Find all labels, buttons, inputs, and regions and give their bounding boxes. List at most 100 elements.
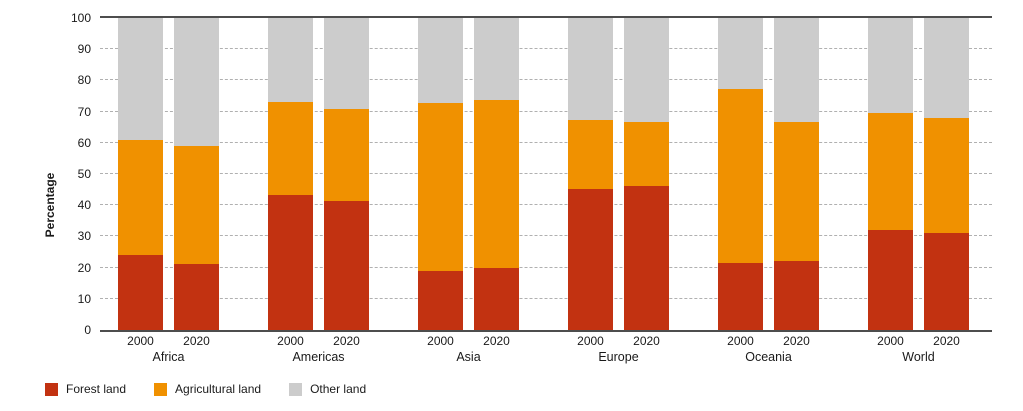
x-year-row: 2000 2020 <box>718 334 819 348</box>
x-axis-labels: 2000 2020 Africa 2000 2020 Americas 2000 2020 As… <box>100 334 992 372</box>
x-year-label: 2000 <box>277 334 304 348</box>
segment-forest-land <box>418 271 463 330</box>
segment-forest-land <box>324 201 369 330</box>
x-region-label: Americas <box>292 350 345 364</box>
x-region-label: Europe <box>598 350 639 364</box>
x-group-labels-americas: 2000 2020 Americas <box>268 334 369 364</box>
x-year-row: 2000 2020 <box>568 334 669 348</box>
segment-agricultural-land <box>418 102 463 272</box>
segment-agricultural-land <box>868 113 913 231</box>
x-group-labels-world: 2000 2020 World <box>868 334 969 364</box>
legend-label: Other land <box>310 382 367 396</box>
segment-forest-land <box>118 255 163 330</box>
y-tick-label: 10 <box>77 291 91 306</box>
segment-other-land <box>324 18 369 110</box>
y-axis-title: Percentage <box>43 172 57 238</box>
segment-other-land <box>474 18 519 100</box>
x-year-label: 2020 <box>783 334 810 348</box>
bar-africa-2000 <box>118 18 163 330</box>
gridlines <box>100 18 992 330</box>
bar-oceania-2020 <box>774 18 819 330</box>
bar-europe-2000 <box>568 18 613 330</box>
bar-world-2020 <box>924 18 969 330</box>
other-land-swatch-icon <box>289 382 303 396</box>
bar-asia-2020 <box>474 18 519 330</box>
bar-americas-2020 <box>324 18 369 330</box>
bar-asia-2000 <box>418 18 463 330</box>
bar-africa-2020 <box>174 18 219 330</box>
segment-agricultural-land <box>624 121 669 187</box>
bar-group-americas <box>268 18 369 330</box>
y-tick-label: 30 <box>77 229 91 244</box>
bar-americas-2000 <box>268 18 313 330</box>
legend-item-other-land: Other land <box>289 382 366 396</box>
segment-forest-land <box>568 188 613 330</box>
x-year-row: 2000 2020 <box>418 334 519 348</box>
x-year-label: 2020 <box>483 334 510 348</box>
segment-forest-land <box>868 230 913 330</box>
segment-other-land <box>118 18 163 141</box>
segment-agricultural-land <box>268 101 313 195</box>
forest-land-swatch-icon <box>45 382 58 396</box>
segment-forest-land <box>268 194 313 330</box>
gridline <box>100 173 992 174</box>
x-year-label: 2000 <box>427 334 454 348</box>
segment-agricultural-land <box>118 140 163 256</box>
legend-item-agricultural-land: Agricultural land <box>154 382 261 396</box>
segment-forest-land <box>718 262 763 330</box>
segment-agricultural-land <box>174 145 219 264</box>
x-year-label: 2020 <box>183 334 210 348</box>
segment-forest-land <box>774 260 819 330</box>
x-region-label: Oceania <box>745 350 792 364</box>
segment-other-land <box>268 18 313 102</box>
segment-other-land <box>924 18 969 118</box>
segment-forest-land <box>924 232 969 330</box>
segment-agricultural-land <box>924 117 969 233</box>
segment-agricultural-land <box>474 99 519 268</box>
x-year-label: 2020 <box>633 334 660 348</box>
bar-group-africa <box>118 18 219 330</box>
bar-group-oceania <box>718 18 819 330</box>
segment-other-land <box>624 18 669 122</box>
segment-other-land <box>774 18 819 122</box>
y-tick-label: 60 <box>77 135 91 150</box>
gridline <box>100 235 992 237</box>
segment-agricultural-land <box>568 120 613 189</box>
x-year-label: 2000 <box>877 334 904 348</box>
segment-other-land <box>718 18 763 89</box>
legend-label: Forest land <box>66 382 127 396</box>
segment-other-land <box>568 18 613 121</box>
bar-group-asia <box>418 18 519 330</box>
x-year-row: 2000 2020 <box>118 334 219 348</box>
y-tick-label: 100 <box>70 11 91 25</box>
y-tick-label: 40 <box>77 198 91 213</box>
bars-layer <box>100 18 992 330</box>
y-tick-label: 0 <box>84 323 91 337</box>
y-tick-label: 90 <box>77 42 91 57</box>
segment-other-land <box>418 18 463 103</box>
x-region-label: World <box>902 350 935 364</box>
segment-forest-land <box>174 263 219 330</box>
x-group-labels-asia: 2000 2020 Asia <box>418 334 519 364</box>
x-year-row: 2000 2020 <box>868 334 969 348</box>
x-year-label: 2000 <box>577 334 604 348</box>
segment-other-land <box>174 18 219 146</box>
gridline <box>100 141 992 143</box>
gridline <box>100 79 992 81</box>
segment-other-land <box>868 18 913 114</box>
gridline <box>100 48 992 50</box>
legend-label: Agricultural land <box>175 382 262 396</box>
legend: Forest land Agricultural land Other land <box>45 382 366 396</box>
gridline <box>100 266 992 268</box>
y-tick-label: 70 <box>77 104 91 119</box>
x-group-labels-africa: 2000 2020 Africa <box>118 334 219 364</box>
x-year-label: 2020 <box>933 334 960 348</box>
segment-agricultural-land <box>718 88 763 263</box>
bar-world-2000 <box>868 18 913 330</box>
segment-agricultural-land <box>774 121 819 261</box>
bar-oceania-2000 <box>718 18 763 330</box>
gridline <box>100 297 992 299</box>
gridline <box>100 204 992 206</box>
x-year-row: 2000 2020 <box>268 334 369 348</box>
